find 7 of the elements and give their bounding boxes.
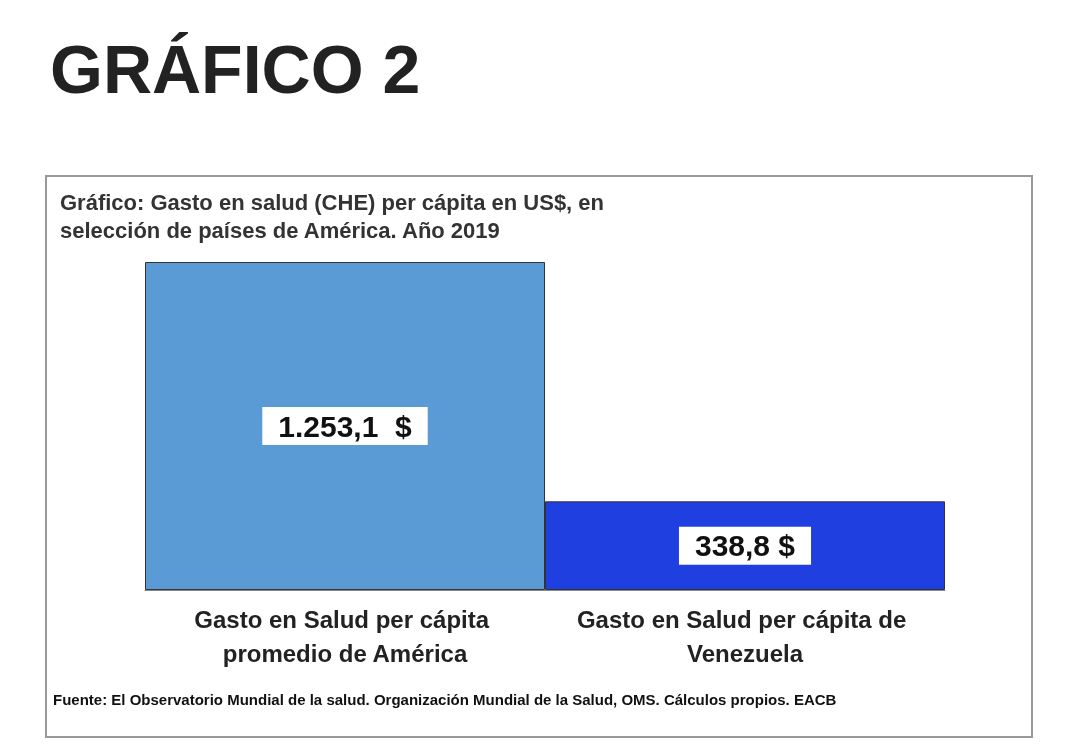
source-note: Fuente: El Observatorio Mundial de la salud. Organización Mundial de la Salud, OMS. Cálculos propios. EACB [53,690,837,708]
data-label: 338,8 $ [694,529,796,563]
chart-subtitle: Gráfico: Gasto en salud (CHE) per cápita en US$, en selección de países de América. Año 2019 [60,189,611,243]
x-tick-label: Gasto en Salud per cápita de Venezuela [576,605,914,667]
chart-title: GRÁFICO 2 [50,31,421,107]
x-tick-label: Gasto en Salud per cápita promedio de América [194,605,496,667]
data-label: 1.253,1 $ [278,409,413,443]
